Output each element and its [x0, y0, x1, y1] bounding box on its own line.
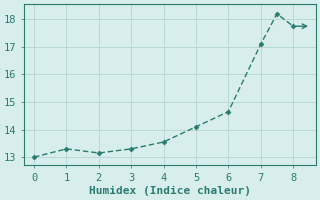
X-axis label: Humidex (Indice chaleur): Humidex (Indice chaleur) [89, 186, 251, 196]
